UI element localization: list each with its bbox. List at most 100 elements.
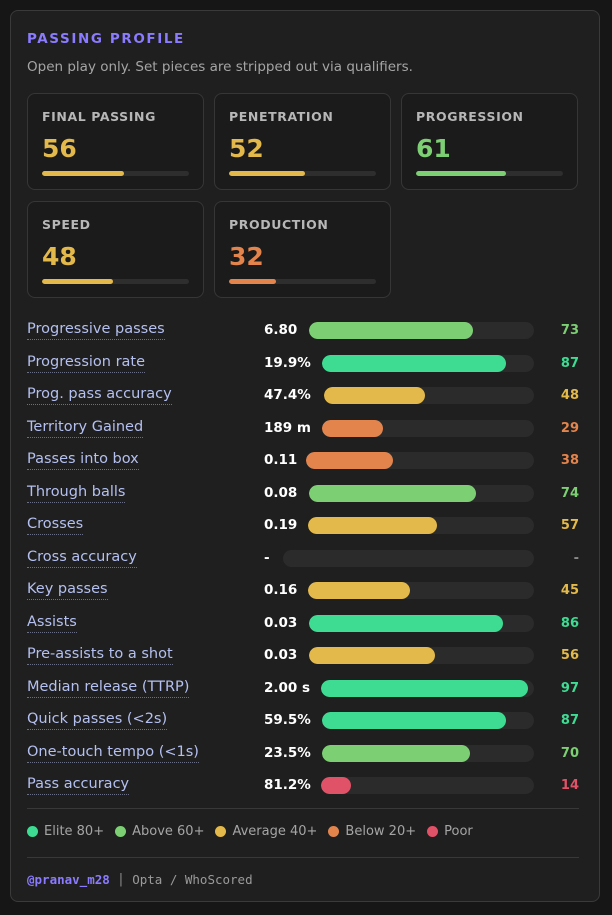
card-score: 56 xyxy=(42,134,77,163)
metric-row: Pre-assists to a shot 0.03 56 xyxy=(11,640,601,672)
metric-label[interactable]: Median release (TTRP) xyxy=(27,679,190,698)
card-score: 61 xyxy=(416,134,451,163)
metric-label[interactable]: Key passes xyxy=(27,581,108,600)
metric-row: Crosses 0.19 57 xyxy=(11,510,601,542)
metric-percentile: - xyxy=(573,550,579,566)
card-score-track xyxy=(42,279,189,284)
metric-percentile: 86 xyxy=(560,615,579,631)
metric-label[interactable]: Cross accuracy xyxy=(27,549,137,568)
legend-item: Elite 80+ xyxy=(27,824,104,839)
metric-percentile: 38 xyxy=(560,453,579,468)
card-score: 52 xyxy=(229,134,264,163)
card-label: FINAL PASSING xyxy=(42,109,156,124)
metric-value: 23.5% xyxy=(264,744,311,761)
metric-percentile-track xyxy=(309,614,534,632)
metric-row: Cross accuracy - - xyxy=(11,543,601,575)
metric-percentile: 48 xyxy=(560,388,579,403)
metric-row: Quick passes (<2s) 59.5% 87 xyxy=(11,705,601,737)
metric-percentile: 14 xyxy=(560,778,579,793)
metric-percentile-bar xyxy=(309,484,476,502)
legend-dot-icon xyxy=(215,825,227,837)
legend-divider xyxy=(27,808,579,809)
card-score-bar xyxy=(42,171,125,176)
metric-label[interactable]: Progressive passes xyxy=(27,321,165,340)
legend-label: Poor xyxy=(444,823,473,839)
metric-value: 0.19 xyxy=(264,517,298,533)
passing-profile-panel: PASSING PROFILE Open play only. Set piec… xyxy=(10,10,600,902)
card-score-track xyxy=(229,171,376,176)
metric-percentile-bar xyxy=(324,387,425,404)
metric-percentile-track xyxy=(306,452,534,469)
metric-value: 0.08 xyxy=(264,484,298,501)
metric-row: Progression rate 19.9% 87 xyxy=(11,348,601,380)
legend-dot-icon xyxy=(328,825,340,837)
legend-label: Average 40+ xyxy=(232,823,318,839)
metric-value: 0.11 xyxy=(264,452,298,468)
author-handle[interactable]: @pranav_m28 xyxy=(27,872,110,887)
category-card: SPEED 48 xyxy=(27,201,204,298)
card-label: PROGRESSION xyxy=(416,109,524,124)
metric-percentile-track xyxy=(324,387,534,404)
metric-percentile-track xyxy=(309,484,534,502)
metric-row: Passes into box 0.11 38 xyxy=(11,445,601,477)
metric-label[interactable]: Pre-assists to a shot xyxy=(27,646,173,665)
card-score: 32 xyxy=(229,242,264,271)
metric-row: Assists 0.03 86 xyxy=(11,608,601,640)
legend-label: Elite 80+ xyxy=(44,823,105,839)
metric-label[interactable]: Passes into box xyxy=(27,451,139,470)
data-source: Opta / WhoScored xyxy=(132,872,253,887)
card-score-bar xyxy=(416,171,506,176)
metric-row: Median release (TTRP) 2.00 s 97 xyxy=(11,673,601,705)
metric-value: 0.16 xyxy=(264,582,298,598)
metric-value: 59.5% xyxy=(264,712,311,728)
metric-row: Territory Gained 189 m 29 xyxy=(11,413,601,445)
metric-label[interactable]: Prog. pass accuracy xyxy=(27,386,172,405)
metric-percentile-bar xyxy=(308,582,410,599)
footer-separator: | xyxy=(118,872,124,887)
panel-title: PASSING PROFILE xyxy=(27,31,185,47)
metric-percentile-track xyxy=(322,712,534,729)
footer: @pranav_m28 | Opta / WhoScored xyxy=(27,872,253,887)
metric-percentile-bar xyxy=(308,517,437,534)
metric-percentile-bar xyxy=(309,614,503,632)
metric-label[interactable]: Pass accuracy xyxy=(27,776,130,795)
metric-label[interactable]: One-touch tempo (<1s) xyxy=(27,744,199,763)
footer-divider xyxy=(27,857,579,858)
metric-percentile-track xyxy=(309,647,534,664)
legend-dot-icon xyxy=(427,825,439,837)
metric-row: Progressive passes 6.80 73 xyxy=(11,315,601,347)
metric-percentile-bar xyxy=(309,647,435,664)
metric-value: - xyxy=(264,549,270,566)
metric-percentile-track xyxy=(321,679,534,697)
metric-label[interactable]: Progression rate xyxy=(27,354,146,373)
legend: Elite 80+ Above 60+ Average 40+ Below 20+ Po… xyxy=(27,823,484,839)
metric-percentile-track xyxy=(321,777,534,794)
metric-value: 81.2% xyxy=(264,777,311,793)
category-card: PENETRATION 52 xyxy=(214,93,391,190)
metric-percentile: 45 xyxy=(560,583,579,598)
panel-subtitle: Open play only. Set pieces are stripped … xyxy=(27,59,413,75)
metric-percentile-track xyxy=(283,549,534,567)
metric-value: 19.9% xyxy=(264,354,311,371)
metric-label[interactable]: Quick passes (<2s) xyxy=(27,711,168,730)
metric-percentile: 57 xyxy=(560,518,579,533)
metric-value: 2.00 s xyxy=(264,679,311,696)
metric-label[interactable]: Territory Gained xyxy=(27,419,144,438)
metric-label[interactable]: Assists xyxy=(27,614,77,633)
metric-percentile-bar xyxy=(322,712,507,729)
card-score-bar xyxy=(229,171,306,176)
metric-label[interactable]: Through balls xyxy=(27,484,126,503)
metric-value: 189 m xyxy=(264,419,311,436)
card-score-bar xyxy=(229,279,277,284)
metric-percentile-bar xyxy=(306,452,393,469)
metric-percentile-track xyxy=(309,322,534,339)
metric-row: Key passes 0.16 45 xyxy=(11,575,601,607)
metric-percentile: 29 xyxy=(560,420,579,436)
metric-percentile: 87 xyxy=(560,713,579,728)
metric-value: 0.03 xyxy=(264,647,298,663)
metric-label[interactable]: Crosses xyxy=(27,516,84,535)
card-score-track xyxy=(42,171,189,176)
card-label: PRODUCTION xyxy=(229,217,329,232)
card-label: SPEED xyxy=(42,217,91,232)
metric-percentile: 73 xyxy=(560,323,579,338)
